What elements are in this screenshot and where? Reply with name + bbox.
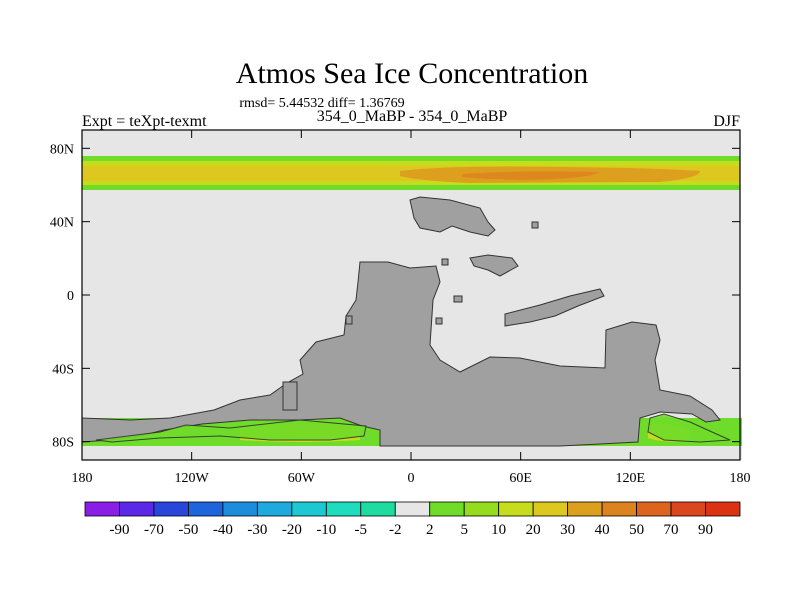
- x-tick-label: 60E: [509, 471, 532, 486]
- island-3: [345, 315, 353, 325]
- x-tick-label: 120E: [616, 471, 646, 486]
- landmass-north: [409, 196, 496, 237]
- colorbar-swatch: [498, 501, 534, 517]
- landmass-small-1: [469, 254, 519, 277]
- left-label: Expt = teXpt-texmt: [82, 113, 207, 130]
- season-label: DJF: [713, 113, 740, 130]
- colorbar-label: -20: [282, 522, 302, 538]
- colorbar-swatch: [670, 501, 706, 517]
- colorbar-label: 30: [560, 522, 575, 538]
- colorbar-swatch: [360, 501, 396, 517]
- colorbar-swatch: [119, 501, 155, 517]
- island-4: [453, 295, 463, 303]
- landmass-gondwana: [81, 261, 721, 447]
- ice-contour-peak: [462, 171, 600, 180]
- colorbar-label: 5: [460, 522, 468, 538]
- southern-ice-east-outline: [647, 413, 731, 443]
- colorbar-swatch: [291, 501, 327, 517]
- x-tick-label: 60W: [288, 471, 316, 486]
- colorbar: -90 -70 -50 -40 -30 -20 -10 -5 -2 2 5 10 20 30 40 50 70 9…: [84, 501, 741, 538]
- colorbar-swatch: [567, 501, 603, 517]
- colorbar-label: -40: [213, 522, 233, 538]
- colorbar-swatch: [84, 501, 120, 517]
- northern-ice-band: [82, 156, 740, 190]
- colorbar-label: 70: [664, 522, 679, 538]
- y-tick-label: 40N: [50, 216, 74, 231]
- colorbar-label: -5: [355, 522, 368, 538]
- x-tick-label: 180: [730, 471, 751, 486]
- y-tick-label: 40S: [52, 362, 74, 377]
- island-5: [435, 317, 443, 325]
- island-1: [441, 258, 449, 266]
- colorbar-label: -70: [144, 522, 164, 538]
- x-tick-label: 0: [408, 471, 415, 486]
- y-tick-label: 0: [67, 289, 74, 304]
- southern-ice-outline: [95, 419, 367, 443]
- colorbar-label: 20: [526, 522, 541, 538]
- island-2: [531, 221, 539, 229]
- colorbar-swatch: [705, 501, 741, 517]
- colorbar-swatch: [429, 501, 465, 517]
- landmasses: [81, 196, 721, 447]
- colorbar-label: -50: [178, 522, 198, 538]
- colorbar-label: -30: [247, 522, 267, 538]
- x-tick-label: 180: [72, 471, 93, 486]
- landmass-east-strip: [504, 288, 605, 327]
- colorbar-label: 50: [629, 522, 644, 538]
- y-tick-label: 80N: [50, 142, 74, 157]
- colorbar-swatch: [188, 501, 224, 517]
- colorbar-label: 10: [491, 522, 506, 538]
- antarctic-sea: [82, 446, 742, 460]
- chart-subtitle: 354_0_MaBP - 354_0_MaBP: [317, 108, 508, 125]
- island-6: [282, 381, 298, 411]
- colorbar-swatch: [601, 501, 637, 517]
- colorbar-swatch: [325, 501, 362, 517]
- stats-line: rmsd= 5.44532 diff= 1.36769: [239, 96, 404, 111]
- colorbar-swatch: [394, 501, 431, 517]
- colorbar-swatch: [153, 501, 189, 517]
- chart-title: Atmos Sea Ice Concentration: [236, 57, 588, 90]
- colorbar-label: -2: [389, 522, 402, 538]
- colorbar-swatch: [532, 501, 569, 517]
- colorbar-label: 90: [698, 522, 713, 538]
- map-plot: [81, 129, 742, 461]
- colorbar-swatch: [256, 501, 293, 517]
- colorbar-swatch: [463, 501, 500, 517]
- x-tick-label: 120W: [175, 471, 210, 486]
- colorbar-swatch: [222, 501, 258, 517]
- colorbar-label: -10: [316, 522, 336, 538]
- y-axis: 80N 40N 0 40S 80S: [50, 142, 740, 451]
- colorbar-label: 40: [595, 522, 610, 538]
- x-axis: 180 120W 60W 0 60E 120E 180: [72, 130, 751, 486]
- colorbar-label: 2: [426, 522, 434, 538]
- y-tick-label: 80S: [52, 436, 74, 451]
- colorbar-label: -90: [109, 522, 129, 538]
- colorbar-swatch: [636, 501, 672, 517]
